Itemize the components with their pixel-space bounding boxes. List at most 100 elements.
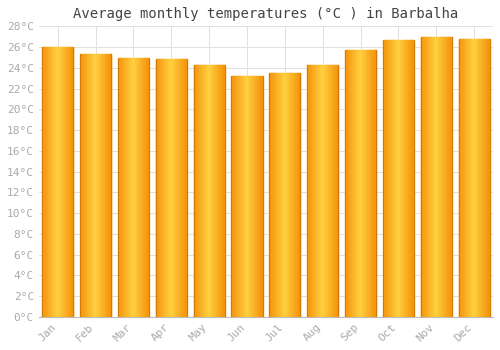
- Bar: [432, 37, 433, 317]
- Bar: [178, 60, 179, 317]
- Bar: [412, 40, 413, 317]
- Bar: [473, 39, 474, 317]
- Bar: [211, 65, 212, 317]
- Bar: [286, 73, 288, 317]
- Bar: [438, 37, 439, 317]
- Bar: [474, 39, 475, 317]
- Bar: [196, 65, 197, 317]
- Bar: [196, 65, 198, 317]
- Bar: [186, 60, 187, 317]
- Bar: [206, 65, 208, 317]
- Bar: [409, 40, 410, 317]
- Bar: [143, 58, 144, 317]
- Bar: [237, 76, 238, 317]
- Bar: [484, 39, 485, 317]
- Bar: [298, 73, 299, 317]
- Bar: [276, 73, 277, 317]
- Bar: [273, 73, 274, 317]
- Bar: [286, 73, 287, 317]
- Bar: [282, 73, 283, 317]
- Bar: [138, 58, 139, 317]
- Bar: [242, 76, 244, 317]
- Bar: [481, 39, 482, 317]
- Bar: [201, 65, 202, 317]
- Bar: [294, 73, 295, 317]
- Bar: [199, 65, 200, 317]
- Bar: [92, 54, 93, 317]
- Bar: [260, 76, 262, 317]
- Bar: [130, 58, 131, 317]
- Bar: [129, 58, 130, 317]
- Bar: [219, 65, 220, 317]
- Bar: [238, 76, 239, 317]
- Bar: [82, 54, 83, 317]
- Bar: [384, 40, 385, 317]
- Bar: [194, 65, 195, 317]
- Bar: [436, 37, 437, 317]
- Bar: [281, 73, 282, 317]
- Bar: [400, 40, 401, 317]
- Bar: [240, 76, 241, 317]
- Bar: [349, 50, 350, 317]
- Bar: [428, 37, 429, 317]
- Bar: [162, 60, 164, 317]
- Bar: [411, 40, 412, 317]
- Bar: [128, 58, 129, 317]
- Bar: [271, 73, 272, 317]
- Bar: [477, 39, 478, 317]
- Bar: [322, 65, 323, 317]
- Bar: [245, 76, 246, 317]
- Bar: [363, 50, 364, 317]
- Bar: [167, 60, 168, 317]
- Bar: [285, 73, 286, 317]
- Bar: [459, 39, 460, 317]
- Bar: [464, 39, 465, 317]
- Bar: [468, 39, 469, 317]
- Bar: [309, 65, 310, 317]
- Bar: [102, 54, 103, 317]
- Bar: [53, 47, 54, 317]
- Bar: [44, 47, 46, 317]
- Bar: [371, 50, 372, 317]
- Bar: [51, 47, 52, 317]
- Bar: [272, 73, 273, 317]
- Bar: [95, 54, 96, 317]
- Title: Average monthly temperatures (°C ) in Barbalha: Average monthly temperatures (°C ) in Ba…: [74, 7, 458, 21]
- Bar: [434, 37, 435, 317]
- Bar: [348, 50, 349, 317]
- Bar: [474, 39, 476, 317]
- Bar: [108, 54, 110, 317]
- Bar: [65, 47, 66, 317]
- Bar: [158, 60, 159, 317]
- Bar: [374, 50, 375, 317]
- Bar: [216, 65, 218, 317]
- Bar: [389, 40, 390, 317]
- Bar: [461, 39, 462, 317]
- Bar: [367, 50, 368, 317]
- Bar: [43, 47, 44, 317]
- Bar: [214, 65, 215, 317]
- Bar: [255, 76, 256, 317]
- Bar: [393, 40, 394, 317]
- Bar: [208, 65, 209, 317]
- Bar: [90, 54, 92, 317]
- Bar: [169, 60, 170, 317]
- Bar: [399, 40, 400, 317]
- Bar: [424, 37, 425, 317]
- Bar: [200, 65, 201, 317]
- Bar: [181, 60, 182, 317]
- Bar: [249, 76, 250, 317]
- Bar: [253, 76, 254, 317]
- Bar: [62, 47, 63, 317]
- Bar: [446, 37, 447, 317]
- Bar: [105, 54, 106, 317]
- Bar: [176, 60, 177, 317]
- Bar: [250, 76, 252, 317]
- Bar: [254, 76, 255, 317]
- Bar: [337, 65, 338, 317]
- Bar: [54, 47, 56, 317]
- Bar: [123, 58, 124, 317]
- Bar: [437, 37, 438, 317]
- Bar: [80, 54, 81, 317]
- Bar: [60, 47, 61, 317]
